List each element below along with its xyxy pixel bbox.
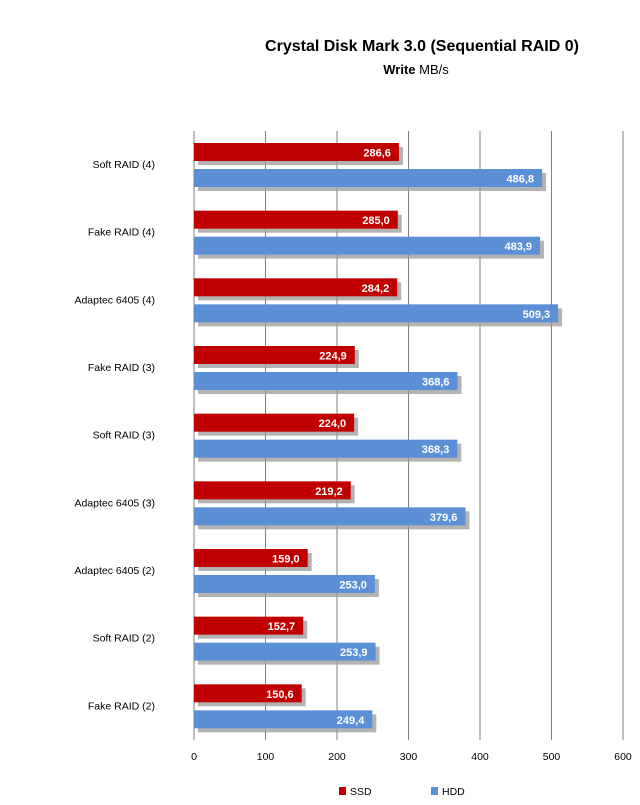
legend-swatch-ssd [339, 787, 346, 795]
x-tick-label: 0 [191, 751, 197, 763]
category-label: Soft RAID (4) [93, 159, 155, 171]
subtitle-bold: Write [383, 62, 415, 77]
x-tick-label: 300 [400, 751, 418, 763]
ssd-bar [194, 616, 304, 635]
bar-value-label: 286,6 [363, 148, 391, 160]
legend-label-ssd: SSD [350, 786, 372, 798]
bar-value-label: 224,0 [319, 418, 347, 430]
bar-value-label: 159,0 [272, 554, 300, 566]
ssd-bar [194, 684, 302, 703]
bar-value-label: 219,2 [315, 486, 343, 498]
x-tick-label: 100 [257, 751, 275, 763]
ssd-bar [194, 210, 398, 229]
ssd-bar [194, 413, 355, 432]
category-label: Fake RAID (3) [88, 362, 155, 374]
category-label: Fake RAID (4) [88, 227, 155, 239]
category-label: Adaptec 6405 (2) [74, 565, 155, 577]
ssd-bar [194, 143, 399, 161]
hdd-bar [194, 642, 376, 661]
x-tick-label: 200 [328, 751, 346, 763]
hdd-bar [194, 372, 458, 390]
bar-value-label: 486,8 [507, 174, 535, 186]
hdd-bar [194, 236, 540, 255]
bar-value-label: 509,3 [523, 309, 551, 321]
bar-value-label: 284,2 [362, 283, 390, 295]
hdd-bar [194, 439, 458, 458]
x-tick-label: 400 [471, 751, 489, 763]
category-label: Soft RAID (2) [93, 633, 155, 645]
category-label: Soft RAID (3) [93, 430, 155, 442]
chart-title: Crystal Disk Mark 3.0 (Sequential RAID 0… [265, 38, 579, 55]
bar-value-label: 285,0 [362, 215, 390, 227]
bar-value-label: 483,9 [504, 241, 532, 253]
subtitle-rest: MB/s [416, 62, 450, 77]
bar-value-label: 249,4 [337, 715, 365, 727]
bar-value-label: 152,7 [268, 621, 296, 633]
ssd-bar [194, 278, 398, 297]
x-tick-label: 500 [543, 751, 561, 763]
ssd-bar [194, 549, 308, 567]
ssd-bar [194, 481, 351, 500]
hdd-bar [194, 575, 375, 593]
legend-swatch-hdd [431, 787, 438, 795]
x-tick-label: 600 [614, 751, 632, 763]
legend-label-hdd: HDD [442, 786, 465, 798]
bar-value-label: 224,9 [319, 351, 347, 363]
bar-value-label: 368,3 [422, 444, 450, 456]
category-label: Adaptec 6405 (4) [74, 294, 155, 306]
category-label: Adaptec 6405 (3) [74, 497, 155, 509]
hdd-bar [194, 304, 559, 323]
ssd-bar [194, 346, 355, 364]
bar-value-label: 150,6 [266, 689, 294, 701]
hdd-bar [194, 710, 373, 729]
bar-value-label: 253,0 [339, 580, 367, 592]
bar-value-label: 368,6 [422, 377, 450, 389]
category-label: Fake RAID (2) [88, 700, 155, 712]
chart-subtitle: Write MB/s [383, 62, 449, 77]
bar-value-label: 379,6 [430, 512, 458, 524]
hdd-bar [194, 507, 466, 526]
hdd-bar [194, 169, 543, 187]
bar-value-label: 253,9 [340, 647, 368, 659]
